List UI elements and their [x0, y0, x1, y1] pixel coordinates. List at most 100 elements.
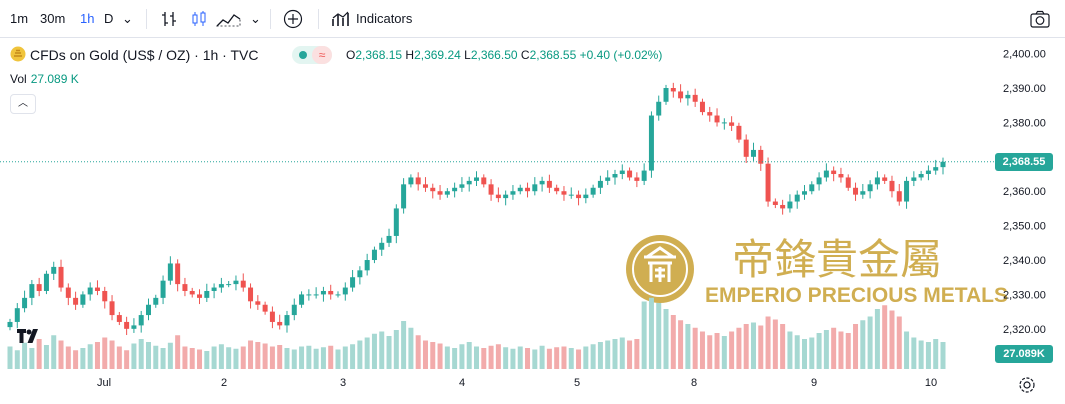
volume-bar	[291, 349, 297, 369]
candle-body	[525, 187, 531, 192]
volume-legend: Vol 27.089 K	[10, 72, 79, 86]
chart-settings-icon[interactable]	[1018, 376, 1036, 394]
candles-chart-type-icon[interactable]	[190, 10, 208, 28]
volume-bar	[277, 345, 283, 369]
last-price-tag: 2,368.55	[995, 152, 1053, 171]
volume-bar	[386, 336, 392, 369]
brand-chinese-name: 帝鋒貴金屬	[732, 235, 942, 284]
time-tick-label: 10	[925, 377, 937, 389]
interval-d[interactable]: D	[104, 11, 114, 26]
candle-body	[663, 88, 669, 102]
candle-body	[36, 284, 42, 291]
market-open-dot	[299, 51, 307, 59]
volume-bar	[422, 340, 428, 369]
volume-bar	[583, 346, 589, 369]
time-axis[interactable]: Jul 2 3 4 5 8 9 10	[97, 377, 937, 389]
volume-bar	[87, 344, 93, 369]
volume-bar	[918, 340, 924, 369]
candle-body	[743, 139, 749, 157]
candle-body	[430, 187, 436, 192]
volume-bar	[802, 339, 808, 369]
collapse-legend-button[interactable]: ︿	[10, 94, 36, 114]
candle-body	[583, 194, 589, 199]
candle-body	[765, 163, 771, 202]
candle-body	[597, 180, 603, 188]
interval-1m[interactable]: 1m	[10, 11, 29, 26]
interval-30m[interactable]: 30m	[40, 11, 66, 26]
candle-body	[568, 194, 574, 196]
volume-bar	[699, 331, 705, 369]
camera-icon[interactable]	[1029, 9, 1051, 29]
tradingview-logo-icon[interactable]	[15, 326, 43, 346]
candle-body	[357, 270, 363, 278]
candle-body	[685, 94, 691, 99]
high-value: 2,369.24	[414, 48, 461, 62]
volume-bar	[182, 346, 188, 369]
volume-bar	[51, 335, 57, 369]
symbol-title[interactable]: CFDs on Gold (US$ / OZ) · 1h · TVC	[30, 47, 259, 63]
compare-add-icon[interactable]	[283, 9, 303, 29]
volume-bar	[408, 327, 414, 369]
candle-body	[605, 177, 611, 181]
candle-body	[882, 177, 888, 181]
volume-bar	[437, 343, 443, 369]
volume-bar	[729, 331, 735, 369]
volume-bar	[656, 303, 662, 369]
volume-bar	[211, 346, 217, 369]
market-status-badge[interactable]: ≈	[292, 46, 332, 64]
volume-bar	[714, 333, 720, 369]
candle-body	[612, 174, 618, 178]
candle-body	[539, 180, 545, 185]
volume-bar	[794, 335, 800, 369]
volume-bar	[889, 310, 895, 369]
interval-dropdown-icon[interactable]: ⌄	[122, 11, 133, 26]
volume-bar	[94, 342, 100, 369]
chart-type-dropdown-icon[interactable]: ⌄	[250, 11, 261, 26]
candle-body	[73, 297, 79, 305]
bar-chart-type-icon[interactable]	[160, 10, 178, 28]
price-tick-label: 2,400.00	[1003, 49, 1046, 61]
volume-bar	[692, 327, 698, 369]
time-tick-label: 3	[340, 377, 346, 389]
time-tick-label: 2	[221, 377, 227, 389]
candle-body	[218, 284, 224, 288]
volume-bar	[269, 346, 275, 369]
volume-bar	[853, 324, 859, 369]
volume-bar	[721, 336, 727, 369]
candle-body	[911, 177, 917, 181]
volume-bar	[7, 346, 13, 369]
volume-bar	[466, 342, 472, 369]
price-chart[interactable]: 帝鋒貴金屬 EMPERIO PRECIOUS METALS 2,320.002,…	[0, 38, 1065, 404]
volume-bar	[612, 339, 618, 369]
volume-bar	[488, 345, 494, 369]
candle-body	[678, 91, 684, 99]
indicators-icon[interactable]	[331, 10, 351, 28]
candle-body	[386, 235, 392, 243]
volume-bar	[896, 316, 902, 369]
volume-bar	[933, 339, 939, 369]
indicators-button[interactable]: Indicators	[356, 11, 413, 26]
volume-bar	[204, 351, 210, 369]
time-tick-label: 5	[574, 377, 580, 389]
candle-body	[284, 315, 290, 326]
candle-body	[554, 187, 560, 192]
candle-body	[408, 177, 414, 185]
candle-body	[495, 194, 501, 199]
volume-bar	[189, 348, 195, 369]
volume-bar	[663, 309, 669, 369]
area-chart-type-icon[interactable]	[216, 10, 242, 28]
candle-body	[109, 301, 115, 316]
candle-body	[772, 201, 778, 205]
volume-value: 27.089 K	[30, 72, 79, 86]
volume-bar	[357, 340, 363, 369]
candle-body	[823, 170, 829, 178]
volume-bar	[619, 337, 625, 369]
data-delay-icon: ≈	[312, 46, 332, 64]
interval-1h[interactable]: 1h	[80, 11, 95, 26]
candle-body	[14, 308, 20, 322]
volume-bar	[160, 348, 166, 369]
volume-bar	[867, 316, 873, 369]
volume-bar	[138, 339, 144, 369]
volume-bar	[772, 319, 778, 369]
price-axis[interactable]: 2,320.00 2,330.00 2,340.00 2,350.00 2,360.00…	[1003, 49, 1046, 336]
